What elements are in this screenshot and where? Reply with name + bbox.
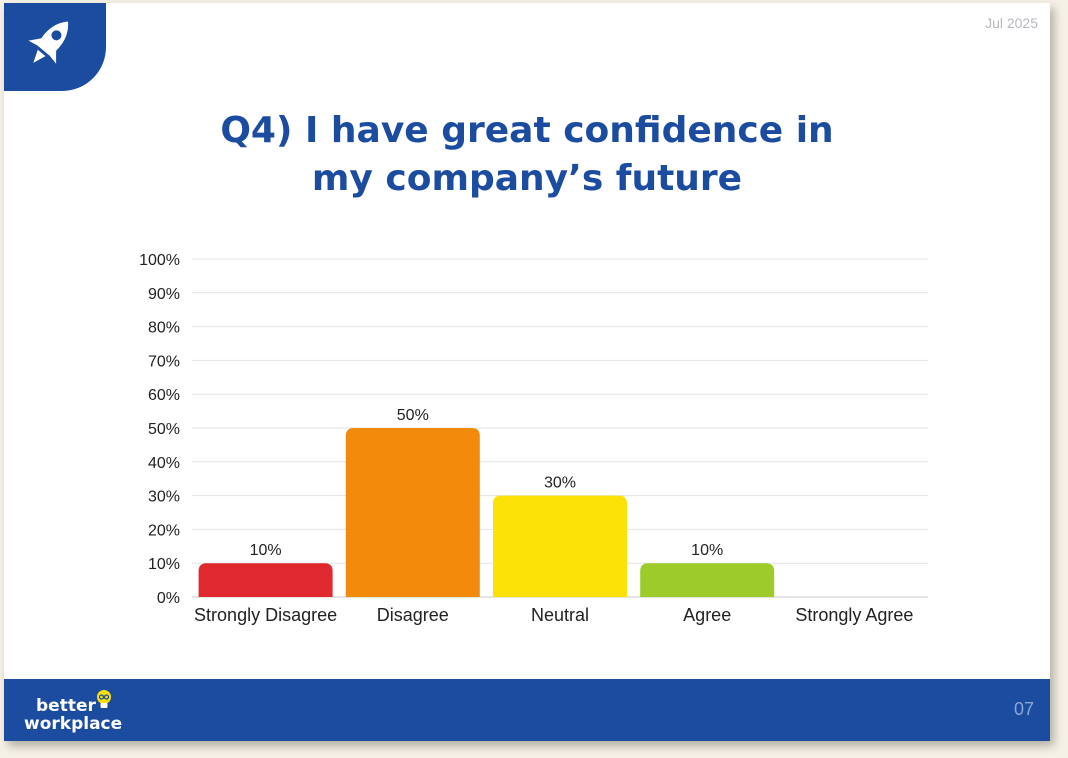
lightbulb-icon [97,690,111,708]
logo-badge [4,3,106,91]
x-category-label: Agree [683,605,731,625]
date-label: Jul 2025 [985,15,1038,31]
brand-name-line2: workplace [24,714,123,734]
page-number: 07 [1013,699,1034,719]
slide: Jul 2025 Q4) I have great confidence in … [4,3,1050,741]
brand-name-line1: better [36,696,96,716]
y-tick-label: 10% [148,556,180,573]
data-label: 10% [691,542,723,559]
y-tick-label: 70% [148,353,180,370]
labels: 0% 10% 20% 30% 40% 50% 60% 70% 80% 90% 100% 10% Stro… [139,252,913,625]
y-tick-label: 20% [148,522,180,539]
x-category-label: Neutral [531,605,589,625]
chart-title: Q4) I have great confidence in my compan… [220,110,834,199]
x-category-label: Strongly Agree [795,605,913,625]
x-category-label: Strongly Disagree [194,605,337,625]
data-label: 10% [250,542,282,559]
y-tick-label: 0% [157,590,180,607]
y-tick-label: 30% [148,489,180,506]
bars [198,428,775,597]
brand-logo: better workplace [24,689,154,733]
bar [345,428,480,597]
bar [198,563,333,597]
y-tick-label: 100% [139,252,180,269]
data-label: 30% [544,475,576,492]
y-tick-label: 60% [148,387,180,404]
y-tick-label: 90% [148,286,180,303]
x-category-label: Disagree [377,605,449,625]
y-tick-label: 40% [148,455,180,472]
y-tick-label: 80% [148,320,180,337]
rocket-icon [28,21,69,64]
bar [493,495,627,597]
bar-chart: 0% 10% 20% 30% 40% 50% 60% 70% 80% 90% 100% 10% Stro… [139,252,928,625]
bar [640,563,775,597]
footer-bar: better workplace 07 [4,679,1050,741]
y-tick-label: 50% [148,421,180,438]
data-label: 50% [397,407,429,424]
